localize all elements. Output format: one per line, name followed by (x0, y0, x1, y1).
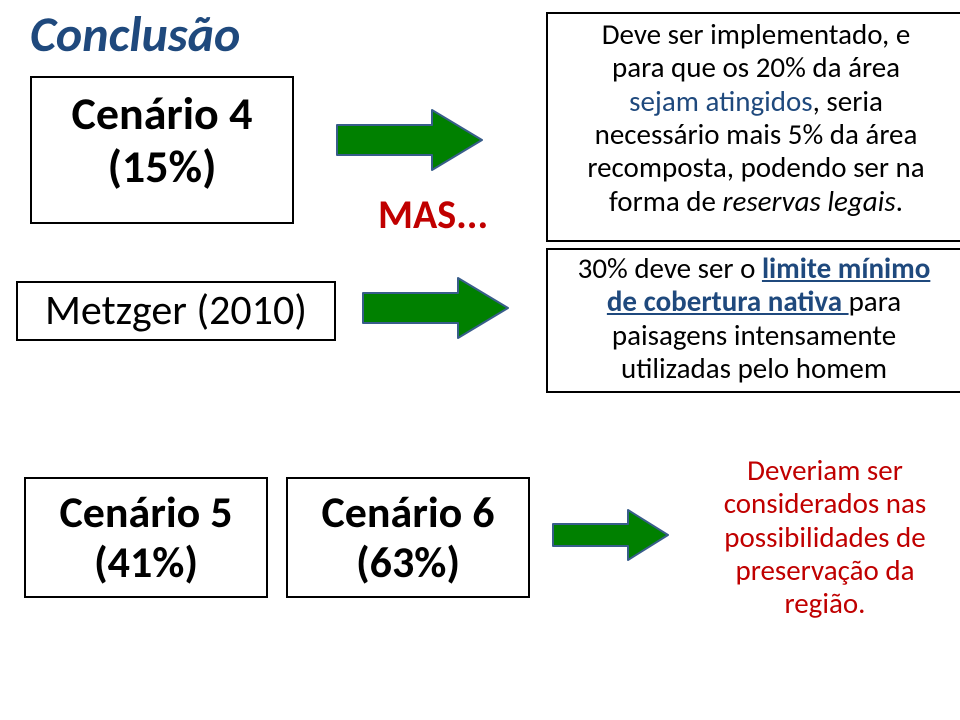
desc2-l1: 30% deve ser o limite mínimo (554, 252, 954, 285)
bottom-row: Cenário 5 (41%) Cenário 6 (63%) Deveriam… (24, 454, 954, 621)
desc1-l5: recomposta, podendo ser na (556, 151, 956, 184)
box-desc-deveriam: Deveriam ser considerados nas possibilid… (696, 454, 954, 621)
label-mas: MAS... (378, 190, 488, 239)
desc1-l6: forma de reservas legais. (556, 185, 956, 218)
box-cenario-6: Cenário 6 (63%) (286, 477, 530, 598)
desc3-l3: possibilidades de (696, 521, 954, 554)
desc1-l3a: sejam atingidos (629, 83, 813, 119)
box-desc-limite: 30% deve ser o limite mínimo de cobertur… (546, 248, 960, 393)
desc2-l4: utilizadas pelo homem (554, 352, 954, 385)
desc2-l1b: limite mínimo (762, 250, 930, 286)
box-cenario-5: Cenário 5 (41%) (24, 477, 268, 598)
desc1-l1: Deve ser implementado, e (556, 18, 956, 51)
desc2-l1a: 30% deve ser o (578, 250, 762, 286)
desc3-l4: preservação da (696, 554, 954, 587)
desc2-l3: paisagens intensamente (554, 319, 954, 352)
cen6-line2: (63%) (288, 537, 528, 588)
page-title: Conclusão (30, 4, 240, 65)
box-desc-implementado: Deve ser implementado, e para que os 20%… (546, 12, 960, 242)
desc1-l6b: reservas legais (723, 183, 896, 219)
arrow-metzger-desc2 (358, 268, 518, 348)
slide-stage: Conclusão Cenário 4 (15%) Metzger (2010)… (0, 0, 960, 720)
cen5-line2: (41%) (26, 537, 266, 588)
cen4-line1: Cenário 4 (72, 86, 253, 142)
desc3-l5: região. (696, 587, 954, 620)
desc3-l1: Deveriam ser (696, 454, 954, 487)
desc1-l3: sejam atingidos, seria (556, 85, 956, 118)
desc1-l4: necessário mais 5% da área (556, 118, 956, 151)
arrow-cen56-desc3 (548, 502, 678, 573)
box-metzger: Metzger (2010) (16, 281, 336, 341)
desc2-l2: de cobertura nativa para (554, 285, 954, 318)
cen6-line1: Cenário 6 (288, 487, 528, 538)
arrow-cen4-desc1 (332, 100, 492, 180)
box-cenario-4: Cenário 4 (15%) (30, 76, 294, 224)
desc1-l3b: , seria (813, 83, 883, 119)
cen5-line1: Cenário 5 (26, 487, 266, 538)
desc2-l2b: para (849, 283, 902, 319)
desc2-l2a: de cobertura nativa (607, 283, 849, 319)
desc1-l6a: forma de (609, 183, 722, 219)
cen4-line2: (15%) (108, 139, 217, 195)
desc1-l2: para que os 20% da área (556, 51, 956, 84)
desc3-l2: considerados nas (696, 487, 954, 520)
desc1-l6c: . (896, 183, 903, 219)
